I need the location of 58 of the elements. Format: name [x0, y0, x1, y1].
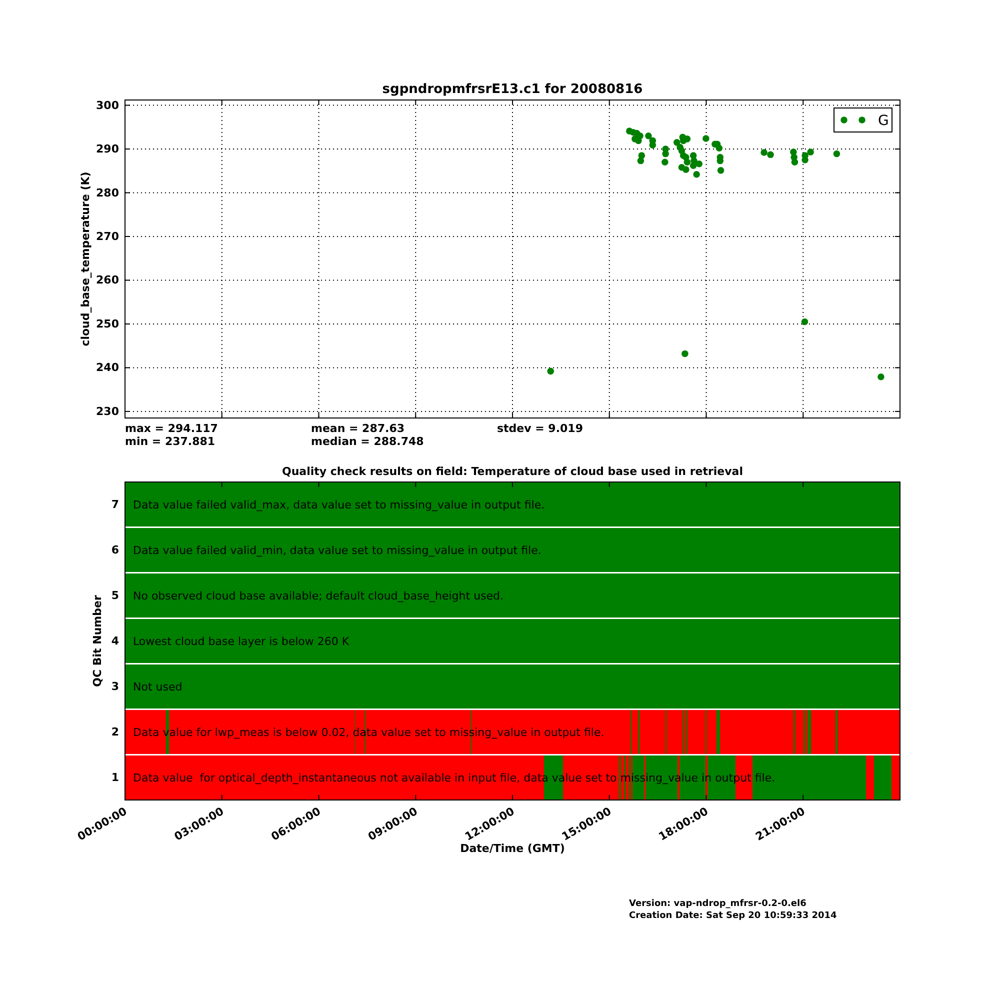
y-tick-label: 3 [111, 680, 119, 693]
text: stdev = 9.019 [497, 422, 583, 435]
point [662, 158, 668, 166]
annotation: Lowest cloud base layer is below 260 K [133, 635, 350, 648]
point [547, 368, 554, 375]
point [649, 142, 656, 148]
point [717, 167, 724, 174]
y-tick-label: 250 [96, 317, 120, 330]
point [684, 158, 691, 166]
point [662, 150, 669, 158]
annotation: Not used [133, 680, 182, 694]
point [637, 157, 644, 164]
point [682, 166, 690, 173]
y-tick-label: 300 [96, 98, 120, 112]
legend-label: G [878, 113, 889, 129]
point [696, 160, 703, 168]
point [807, 148, 814, 156]
point [682, 350, 688, 358]
chart-title: Quality check results on field: Temperature of cloud base used in retrieval [282, 465, 744, 478]
y-tick-label: 7 [111, 498, 119, 512]
y-tick-label: 2 [111, 725, 119, 738]
chart-title: sgpndropmfrsrE13.c1 for 20080816 [382, 82, 643, 97]
point [760, 149, 768, 156]
point [690, 162, 697, 169]
y-axis-title: cloud_base_temperature (K) [79, 172, 92, 346]
x-axis-title: Date/Time (GMT) [460, 842, 565, 855]
y-tick-label: 4 [111, 634, 120, 648]
point [693, 170, 700, 178]
text: mean = 287.63 [311, 422, 404, 435]
y-tick-label: 6 [111, 544, 120, 557]
annotation: Data value failed valid_min, data value set to missing_value in output file. [133, 544, 542, 558]
y-tick-label: 5 [111, 589, 119, 602]
point [878, 374, 884, 380]
y-axis-title: QC Bit Number [91, 594, 104, 687]
point [702, 135, 710, 142]
text: max = 294.117 [125, 422, 218, 435]
text: Creation Date: Sat Sep 20 10:59:33 2014 [629, 911, 837, 921]
text: min = 237.881 [125, 435, 216, 448]
point [767, 151, 774, 158]
point [833, 150, 840, 158]
y-tick-label: 260 [96, 274, 120, 287]
text: Version: vap-ndrop_mfrsr-0.2-0.el6 [629, 899, 806, 909]
annotation: Data value failed valid_max, data value set to missing_value in output file. [133, 498, 545, 512]
y-tick-label: 1 [111, 770, 119, 784]
text: median = 288.748 [311, 435, 424, 448]
point [801, 318, 808, 326]
y-tick-label: 230 [96, 404, 120, 418]
annotation: No observed cloud base available; default cloud_base_height used. [133, 590, 504, 603]
point [636, 132, 644, 140]
point [791, 158, 798, 166]
point [802, 156, 808, 164]
y-tick-label: 240 [96, 361, 120, 374]
y-tick-label: 280 [96, 186, 120, 200]
y-tick-label: 270 [96, 230, 120, 243]
point [673, 139, 680, 146]
point [716, 144, 723, 152]
y-tick-label: 290 [96, 142, 120, 156]
point [645, 132, 652, 140]
